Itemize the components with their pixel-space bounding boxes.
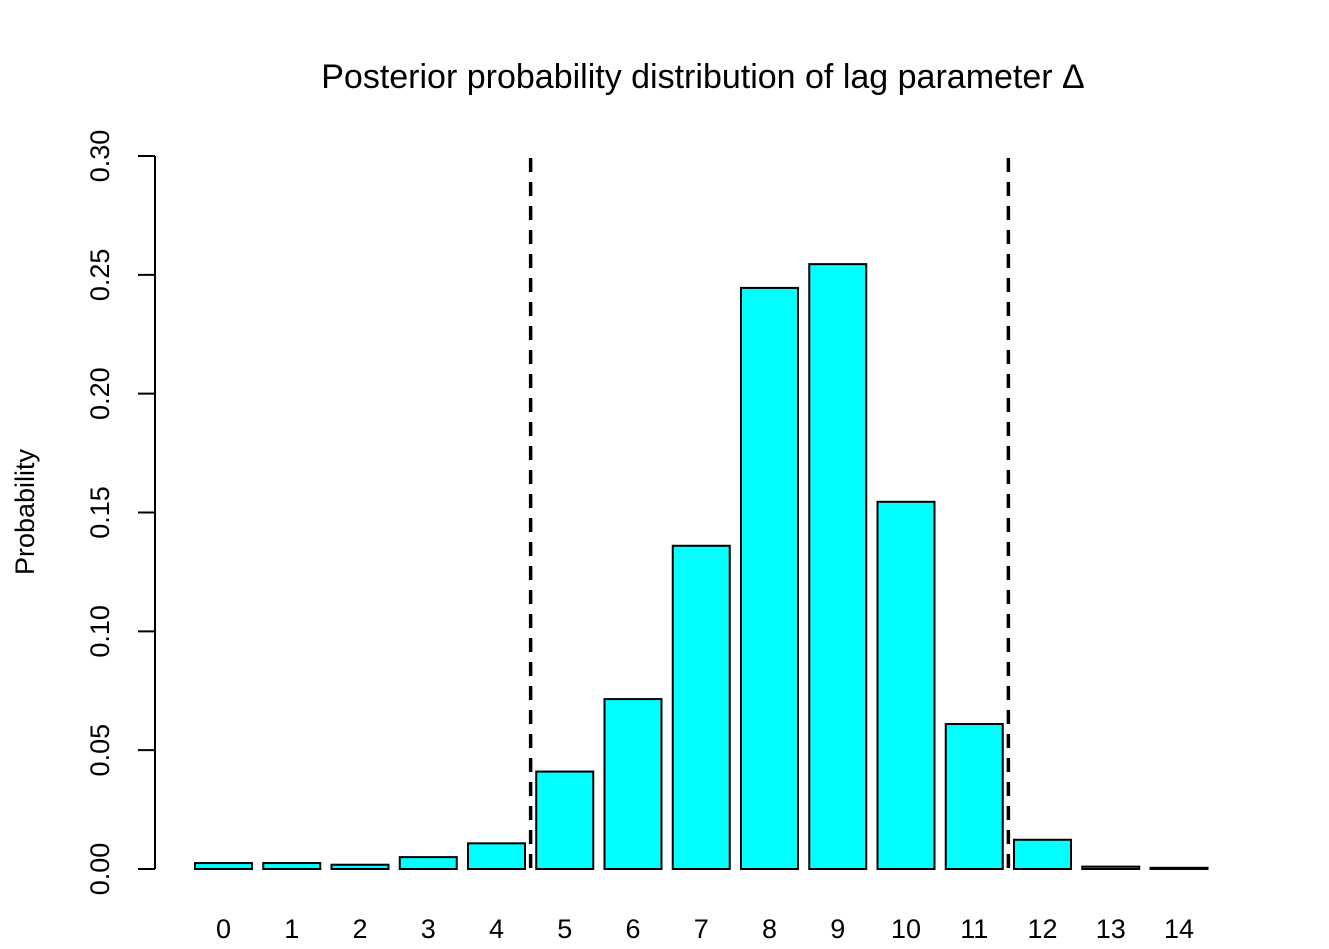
x-tick-label: 8 [762,914,777,944]
bar-2 [330,863,390,870]
bar-0 [194,862,253,871]
bar-4 [467,842,526,870]
chart-title: Posterior probability distribution of la… [321,58,1085,96]
x-tick-label: 10 [891,914,921,944]
y-axis-label: Probability [10,448,40,575]
x-tick-label: 12 [1027,914,1057,944]
y-tick-label: 0.25 [85,249,115,302]
bar-10 [876,500,936,870]
y-tick-label: 0.15 [85,486,115,539]
x-tick-label: 14 [1164,914,1194,944]
bar-12 [1013,838,1072,871]
x-axis-tick-labels: 0 1 2 3 4 5 6 7 8 9 10 11 12 13 14 [216,914,1194,944]
x-tick-label: 11 [960,914,988,944]
bar-14 [1149,866,1209,870]
bar-5 [535,770,595,870]
x-tick-label: 1 [284,914,299,944]
bar-7 [671,544,731,870]
bar-8 [740,286,799,870]
x-tick-label: 13 [1096,914,1126,944]
y-axis: 0.00 0.05 0.10 0.15 0.20 0.25 0.30 [85,130,156,896]
x-tick-label: 0 [216,914,231,944]
x-tick-label: 6 [625,914,640,944]
x-tick-label: 4 [489,914,504,944]
x-tick-label: 3 [421,914,436,944]
bar-series [194,263,1209,871]
x-tick-label: 7 [694,914,709,944]
bar-1 [262,862,322,871]
x-tick-label: 2 [352,914,367,944]
y-tick-label: 0.30 [85,130,115,183]
bar-3 [398,856,458,870]
bar-11 [944,723,1004,870]
x-tick-label: 5 [557,914,572,944]
bar-9 [808,263,868,871]
y-tick-label: 0.10 [85,605,115,658]
y-tick-label: 0.05 [85,724,115,777]
bar-13 [1081,865,1141,871]
y-tick-label: 0.00 [85,843,115,896]
x-tick-label: 9 [830,914,845,944]
y-tick-label: 0.20 [85,367,115,420]
bar-6 [603,698,663,871]
